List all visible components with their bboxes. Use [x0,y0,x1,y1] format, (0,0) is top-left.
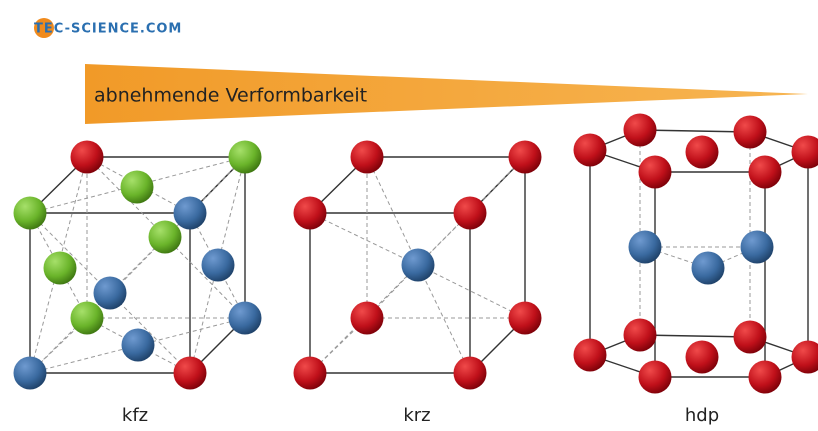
atom [43,251,77,285]
atom [293,196,327,230]
atom [733,115,767,149]
atom [70,301,104,335]
structure-label: kfz [122,405,148,426]
atom [120,170,154,204]
guide-line [417,264,526,319]
guide-line [29,317,246,374]
atom [121,328,155,362]
atom [453,356,487,390]
banner-arrow [85,64,808,124]
atom [70,140,104,174]
guide-line [366,264,419,319]
atom [401,248,435,282]
structure-label: hdp [685,405,719,426]
atom [573,133,607,167]
atom [623,318,657,352]
atom [350,140,384,174]
atom [685,340,719,374]
atom [293,356,327,390]
atom [13,196,47,230]
atom [733,320,767,354]
atom [748,360,782,394]
atom [508,301,542,335]
atom [13,356,47,390]
atom [508,140,542,174]
atom [201,248,235,282]
guide-line [417,156,526,266]
atom [350,301,384,335]
atoms [13,113,818,394]
guide-line [417,264,471,374]
guide-line [309,212,419,266]
atom [791,340,818,374]
guide-line [189,156,246,374]
guide-line [29,156,88,374]
atom [228,140,262,174]
atom [638,360,672,394]
edge-line [639,129,751,133]
structure-label: krz [403,405,430,426]
atom [173,356,207,390]
atom [453,196,487,230]
atom [93,276,127,310]
logo-icon [34,18,54,38]
atom [685,135,719,169]
edge-line [639,334,751,338]
guide-line [29,156,246,214]
logo[interactable]: TEC-SCIENCE.COM [34,22,182,37]
atom [628,230,662,264]
atom [791,135,818,169]
banner-text: abnehmende Verformbarkeit [94,85,367,107]
guide-line [309,264,419,374]
atom [623,113,657,147]
atom [638,155,672,189]
atom [691,251,725,285]
atom [173,196,207,230]
atom [748,155,782,189]
guide-line [366,156,419,266]
atom [228,301,262,335]
atom [573,338,607,372]
atom [148,220,182,254]
atom [740,230,774,264]
